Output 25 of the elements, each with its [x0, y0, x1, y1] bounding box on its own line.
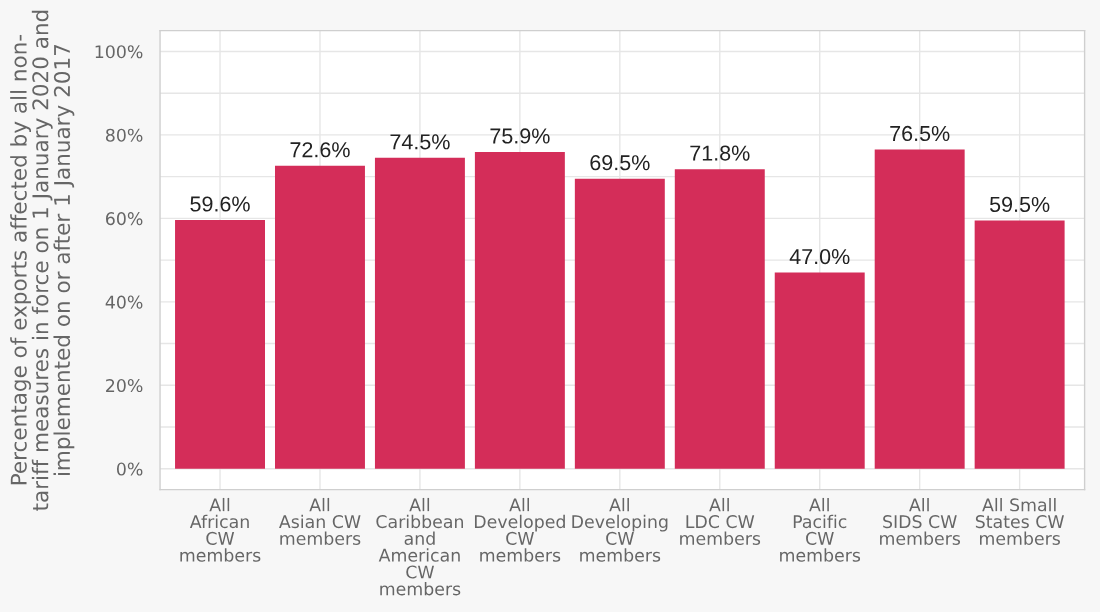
y-tick-label: 100%	[95, 45, 143, 59]
x-tick-label: All Caribbean and American CW members	[376, 497, 463, 596]
y-tick-label: 80%	[105, 128, 143, 142]
data-label: 76.5%	[890, 125, 950, 142]
data-label: 59.6%	[190, 196, 250, 212]
x-tick-label: All LDC CW members	[680, 497, 761, 545]
x-tick-label: All SIDS CW members	[880, 497, 961, 545]
data-label: 69.5%	[590, 155, 650, 171]
data-label: 47.0%	[789, 248, 850, 265]
y-axis-title: Percentage of exports affected by all non- tariff measures in force on 1 January 2020 and implemented on or after 1 January 2017	[10, 10, 75, 511]
x-tick-label: All African CW members	[180, 497, 261, 562]
y-tick-label: 0%	[116, 462, 143, 476]
y-tick-label: 20%	[106, 378, 143, 393]
data-label: 72.6%	[290, 142, 350, 158]
x-tick-label: All Developed CW members	[474, 497, 565, 562]
x-tick-label: All Developing CW members	[572, 497, 668, 562]
y-tick-label: 40%	[105, 295, 143, 309]
x-tick-label: All Small States CW members	[975, 497, 1064, 545]
data-label: 59.5%	[989, 196, 1050, 213]
data-label: 74.5%	[390, 134, 450, 150]
data-label: 75.9%	[490, 128, 550, 144]
data-label: 71.8%	[690, 145, 750, 161]
x-tick-label: All Asian CW members	[279, 497, 361, 545]
x-tick-label: All Pacific CW members	[780, 497, 861, 562]
y-tick-label: 60%	[106, 212, 143, 226]
